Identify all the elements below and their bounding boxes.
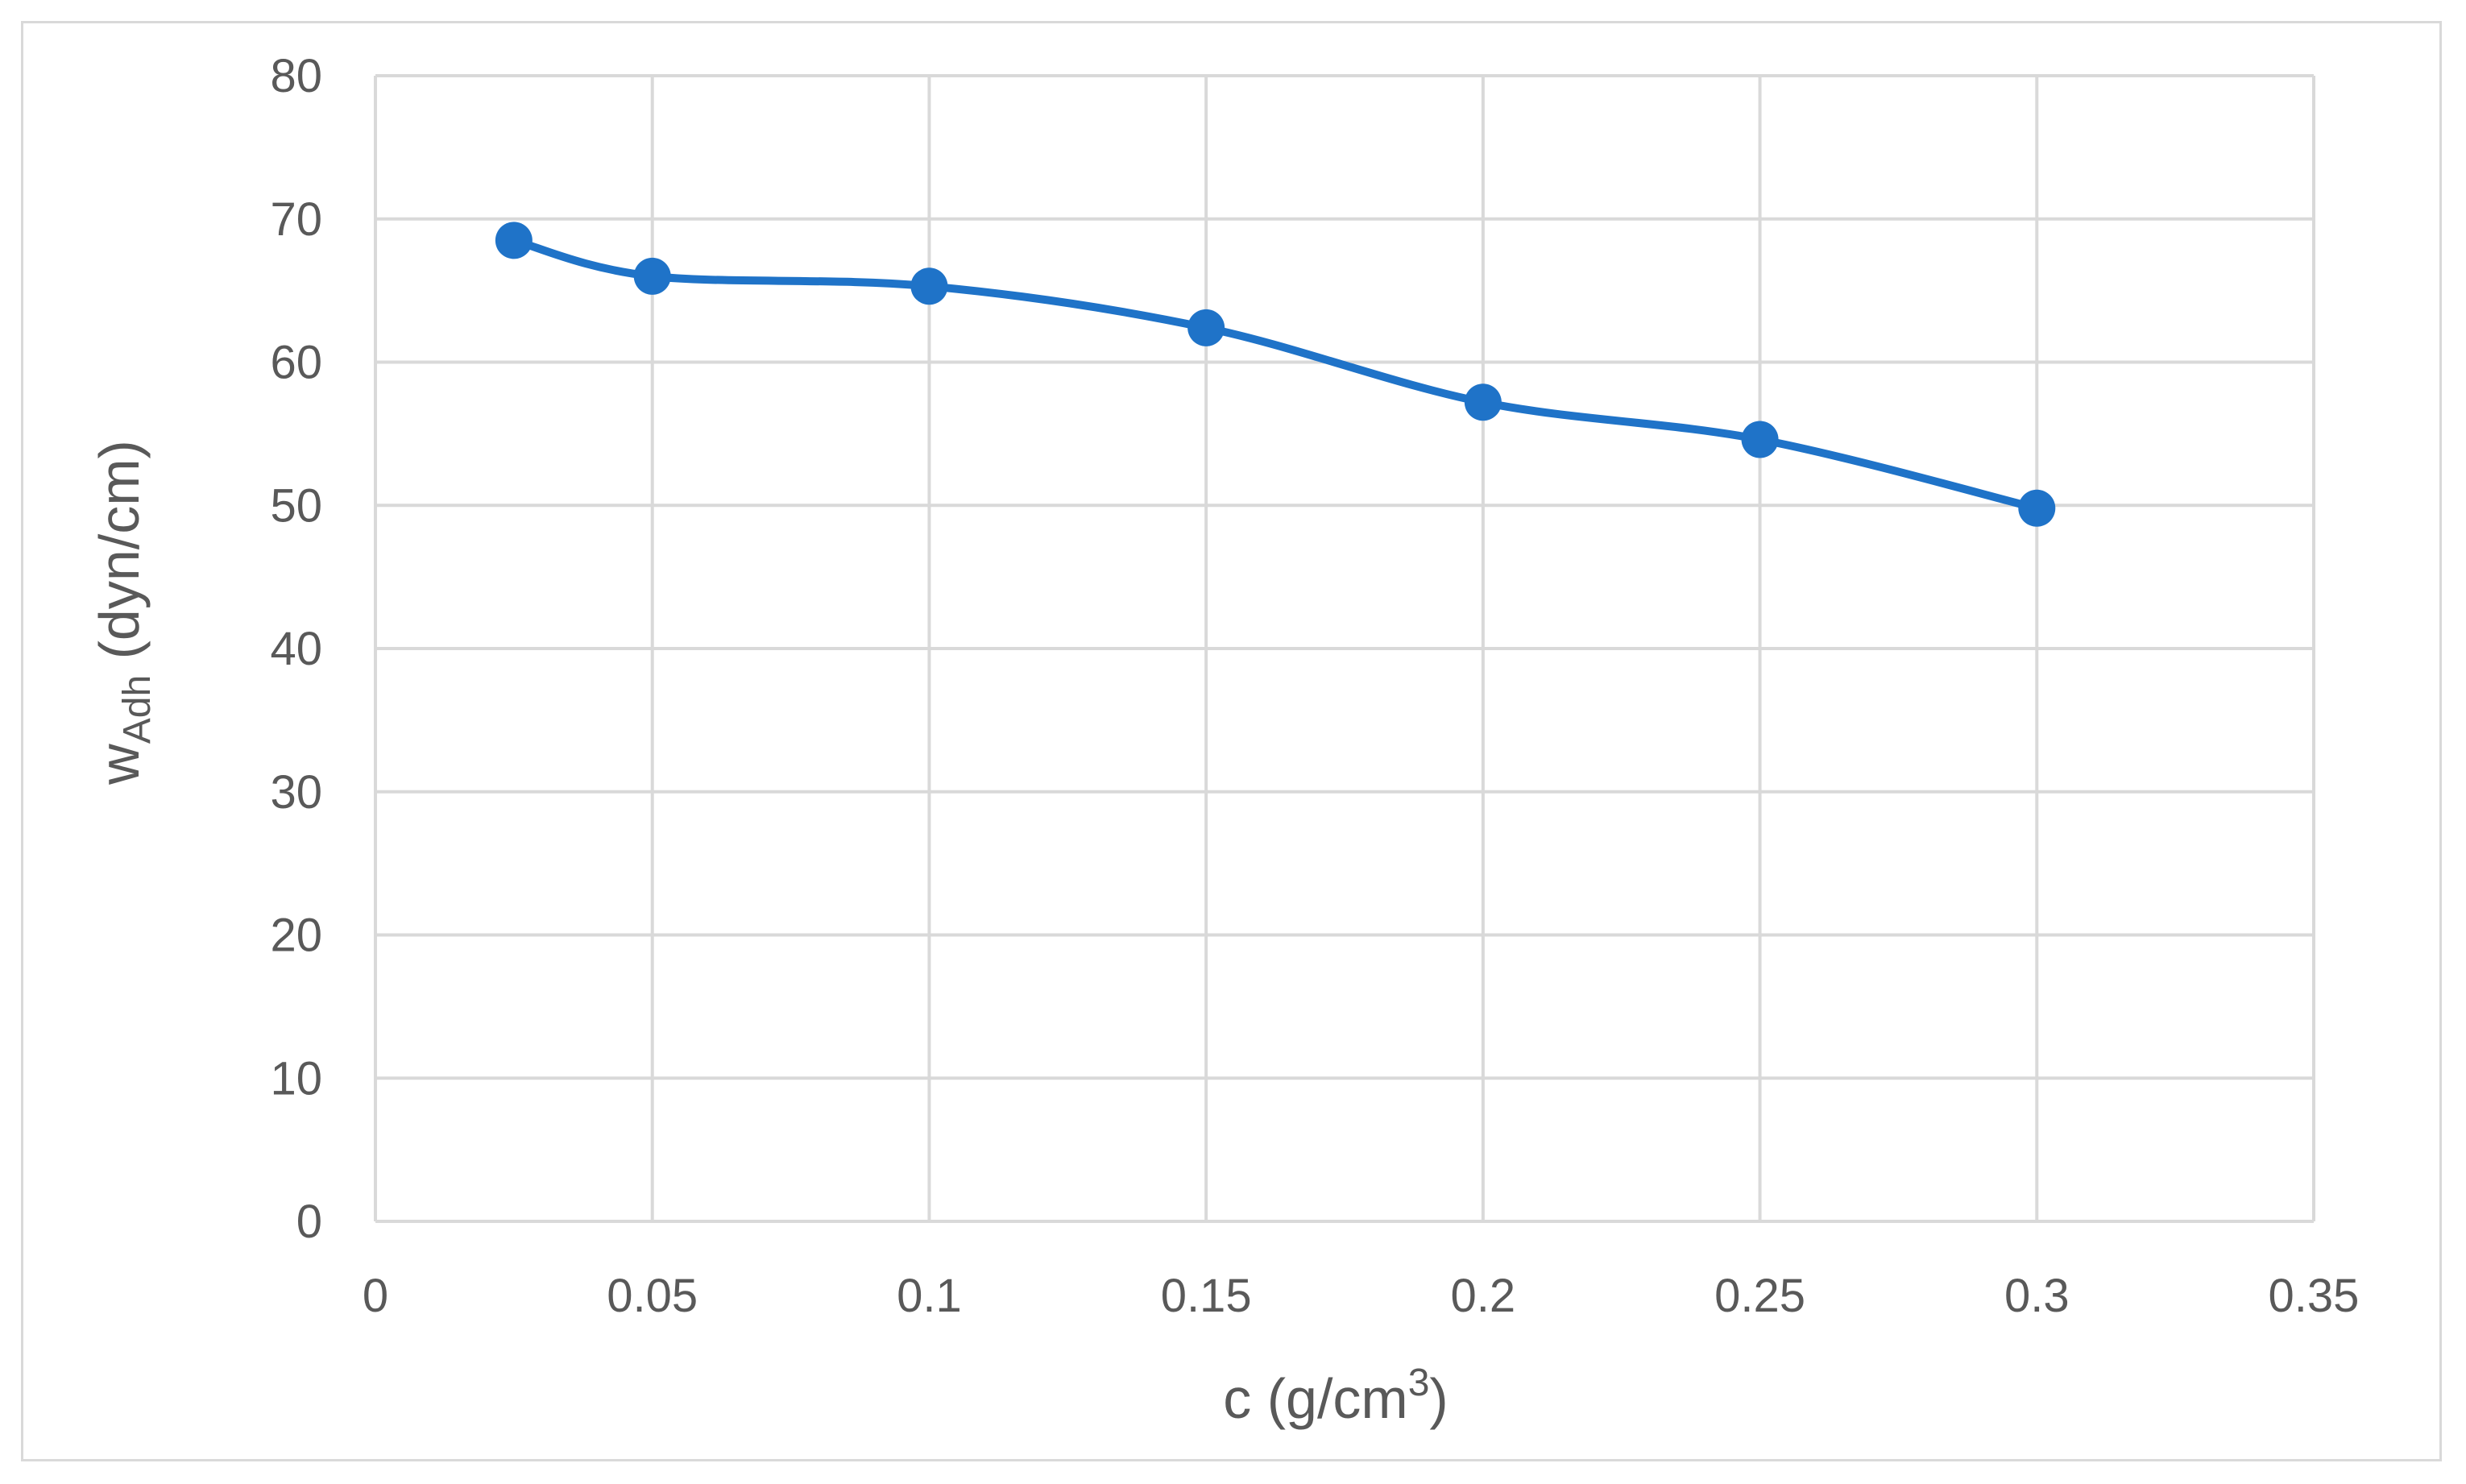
x-tick-label: 0.15 [1161,1270,1252,1322]
x-tick-label: 0 [363,1270,388,1322]
data-point [1464,383,1502,421]
x-tick-label: 0.2 [1451,1270,1516,1322]
y-axis-title: wAdh (dyn/cm) [88,440,159,786]
x-tick-label: 0.25 [1714,1270,1805,1322]
x-tick-label: 0.3 [2004,1270,2070,1322]
y-tick-label: 30 [270,766,322,819]
y-tick-label: 80 [270,50,322,102]
y-tick-label: 50 [270,479,322,532]
data-point [910,267,948,305]
data-point [1187,309,1225,346]
y-tick-label: 40 [270,623,322,675]
y-tick-label: 60 [270,337,322,389]
tick-labels: 0 10 20 30 40 50 60 70 80 0 0.05 0.1 0.15 0.2 0.25 0.3 0… [270,50,2359,1322]
series-layer [495,222,2056,527]
y-tick-label: 0 [296,1196,322,1248]
x-tick-label: 0.35 [2269,1270,2360,1322]
data-point [633,257,671,295]
data-point [495,222,533,259]
data-point [2018,489,2056,527]
x-tick-label: 0.05 [607,1270,698,1322]
data-point [1741,421,1779,458]
y-tick-label: 10 [270,1052,322,1105]
series-line [509,236,2041,512]
y-tick-label: 70 [270,193,322,246]
y-tick-label: 20 [270,910,322,962]
x-tick-label: 0.1 [897,1270,962,1322]
grid-layer [374,74,2315,1223]
x-axis-title: c (g/cm3) [1223,1362,1448,1430]
